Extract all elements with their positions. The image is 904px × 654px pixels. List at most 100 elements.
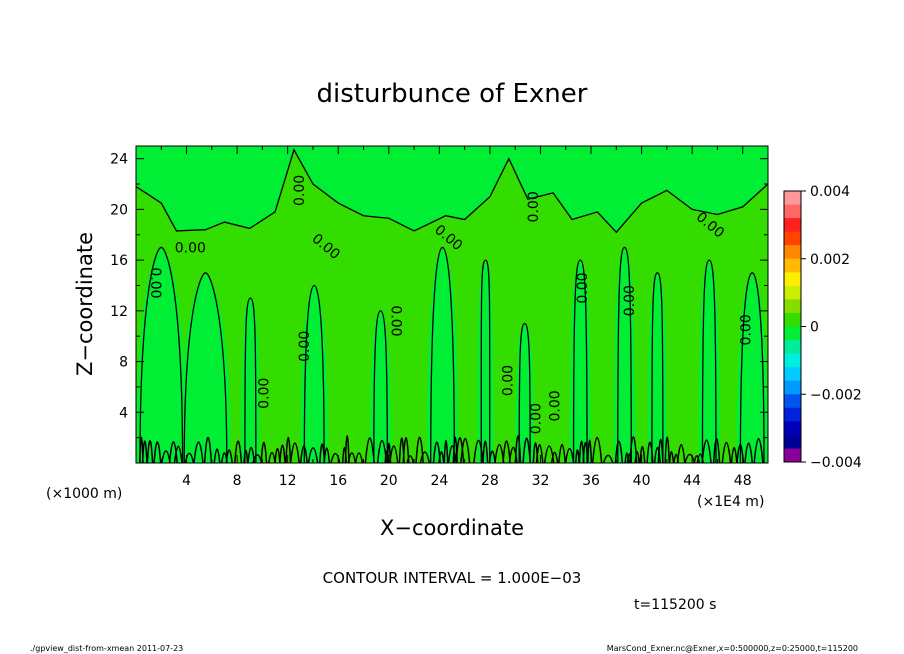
contour-line-surface — [502, 440, 511, 464]
contour-label: 0.00 — [575, 272, 591, 303]
contour-line-surface — [389, 445, 399, 464]
contour-line-surface — [234, 440, 243, 464]
contour-line-surface — [657, 439, 664, 464]
contour-line-column — [518, 322, 531, 464]
colorbar-tick-label: 0.004 — [810, 184, 850, 200]
contour-line-surface — [279, 444, 286, 464]
contour-line-surface — [447, 445, 457, 464]
contour-line-surface — [153, 441, 162, 464]
contour-line-surface — [285, 437, 292, 464]
colorbar-swatch — [784, 421, 801, 436]
contour-line-surface — [602, 454, 614, 464]
contour-line-surface — [653, 446, 662, 464]
contour-label: 0.00 — [547, 390, 563, 421]
contour-line-surface — [443, 439, 449, 464]
contour-line-surface — [575, 449, 580, 464]
contour-line-surface — [473, 439, 484, 464]
contour-line-column — [373, 310, 388, 464]
contour-line-column — [430, 246, 455, 464]
contour-line-surface — [419, 451, 431, 464]
x-axis-unit: (×1E4 m) — [697, 494, 764, 510]
contour-line-surface — [354, 452, 364, 464]
x-tick-label: 44 — [683, 473, 701, 489]
colorbar-swatch — [784, 218, 801, 233]
x-axis-ticks: 4 8 12 16 20 24 28 32 36 40 44 48 — [160, 146, 752, 489]
contour-line-surface — [668, 450, 675, 464]
contour-line-surface — [730, 446, 738, 464]
x-tick-label: 40 — [633, 473, 651, 489]
contour-line-surface — [646, 441, 654, 464]
x-axis-label: X−coordinate — [380, 516, 524, 540]
y-tick-label: 4 — [119, 405, 128, 421]
y-tick-label: 24 — [110, 152, 128, 168]
contour-line-surface — [535, 443, 544, 464]
contour-label: 0.00 — [501, 365, 517, 396]
field-region-upper — [136, 146, 768, 233]
contour-line-surface — [184, 452, 195, 464]
contour-label: 0.00 — [738, 314, 754, 345]
contour-line-surface — [225, 449, 233, 464]
colorbar-swatch — [784, 191, 801, 206]
contour-line-surface — [299, 444, 308, 464]
x-tick-label: 4 — [182, 473, 191, 489]
contour-line-surface — [639, 445, 646, 464]
field-region-column — [180, 272, 231, 463]
contour-line-surface — [455, 437, 465, 464]
colorbar-swatch — [784, 434, 801, 449]
contour-line-column — [139, 246, 184, 464]
y-tick-label: 20 — [110, 202, 128, 218]
contour-line-surface — [721, 441, 732, 464]
y-tick-label: 16 — [110, 253, 128, 269]
contour-line-surface — [406, 455, 415, 464]
contour-line-surface — [344, 435, 350, 464]
contour-line-surface — [591, 437, 603, 464]
time-annotation: t=115200 s — [634, 597, 716, 613]
colorbar-swatch — [784, 231, 801, 246]
colorbar-swatch — [784, 245, 801, 260]
contour-line-column — [183, 272, 228, 464]
field-region-column — [136, 247, 187, 463]
contour-line-surface — [664, 436, 671, 464]
contour-label: 0.00 — [387, 305, 403, 336]
contour-interval-text: CONTOUR INTERVAL = 1.000E−03 — [323, 569, 582, 587]
colorbar-tick-label: 0.002 — [810, 252, 850, 268]
colorbar-swatch — [784, 285, 801, 300]
contour-label: 0.00 — [622, 285, 638, 316]
field-region-column — [477, 260, 494, 463]
colorbar-swatch — [784, 299, 801, 314]
colorbar-swatch — [784, 258, 801, 273]
contour-line-surface — [693, 455, 701, 464]
colorbar-tick-label: −0.004 — [810, 455, 862, 471]
contour-line-surface — [146, 439, 154, 464]
contour-line-surface — [712, 438, 721, 464]
contour-label: 0.00 — [526, 191, 542, 222]
x-tick-label: 12 — [279, 473, 297, 489]
footer-right: MarsCond_Exner.nc@Exner,x=0:500000,z=0:2… — [607, 644, 858, 653]
colorbar-swatch — [784, 204, 801, 219]
contour-line-surface — [402, 437, 410, 464]
contour-line-column — [572, 259, 588, 464]
contour-line-surface — [684, 453, 696, 464]
contour-line-surface — [522, 437, 531, 464]
contour-line-column — [651, 272, 664, 464]
contour-line-surface — [193, 441, 204, 464]
contour-line-surface — [514, 435, 522, 464]
contour-line-column — [480, 259, 491, 464]
contour-line-surface — [508, 446, 518, 464]
contour-label: 0.00 — [292, 175, 308, 206]
contour-line-surface — [168, 441, 178, 464]
colorbar-tick-label: 0 — [810, 320, 819, 336]
plot-frame — [135, 145, 769, 464]
contour-label: 0.00 — [528, 403, 544, 434]
contour-line-surface — [347, 452, 357, 464]
colorbar-swatch — [784, 353, 801, 368]
x-tick-label: 48 — [734, 473, 752, 489]
chart-title: disturbunce of Exner — [317, 79, 588, 109]
contour-line-surface — [564, 447, 575, 464]
contour-line-surface — [364, 437, 375, 464]
contour-line-surface — [260, 441, 268, 464]
contour-line-column — [617, 246, 632, 464]
y-axis-ticks: 4 8 12 16 20 24 — [110, 152, 768, 439]
colorbar-swatch — [784, 394, 801, 409]
